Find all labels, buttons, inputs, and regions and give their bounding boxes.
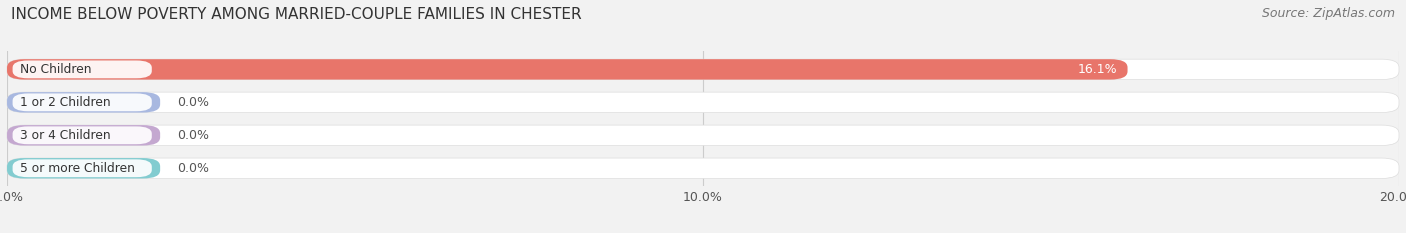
FancyBboxPatch shape xyxy=(7,59,1128,80)
FancyBboxPatch shape xyxy=(7,59,1399,80)
FancyBboxPatch shape xyxy=(7,125,160,146)
FancyBboxPatch shape xyxy=(13,159,152,177)
FancyBboxPatch shape xyxy=(13,127,152,144)
FancyBboxPatch shape xyxy=(7,92,160,113)
Text: 0.0%: 0.0% xyxy=(177,129,209,142)
Text: 5 or more Children: 5 or more Children xyxy=(20,162,135,175)
FancyBboxPatch shape xyxy=(7,92,1399,113)
Text: INCOME BELOW POVERTY AMONG MARRIED-COUPLE FAMILIES IN CHESTER: INCOME BELOW POVERTY AMONG MARRIED-COUPL… xyxy=(11,7,582,22)
FancyBboxPatch shape xyxy=(7,158,1399,178)
Text: Source: ZipAtlas.com: Source: ZipAtlas.com xyxy=(1261,7,1395,20)
FancyBboxPatch shape xyxy=(7,158,160,178)
FancyBboxPatch shape xyxy=(7,125,1399,146)
Text: 1 or 2 Children: 1 or 2 Children xyxy=(20,96,110,109)
Text: 3 or 4 Children: 3 or 4 Children xyxy=(20,129,110,142)
Text: 0.0%: 0.0% xyxy=(177,162,209,175)
Text: 0.0%: 0.0% xyxy=(177,96,209,109)
FancyBboxPatch shape xyxy=(13,93,152,111)
FancyBboxPatch shape xyxy=(13,61,152,78)
Text: No Children: No Children xyxy=(20,63,91,76)
Text: 16.1%: 16.1% xyxy=(1077,63,1118,76)
